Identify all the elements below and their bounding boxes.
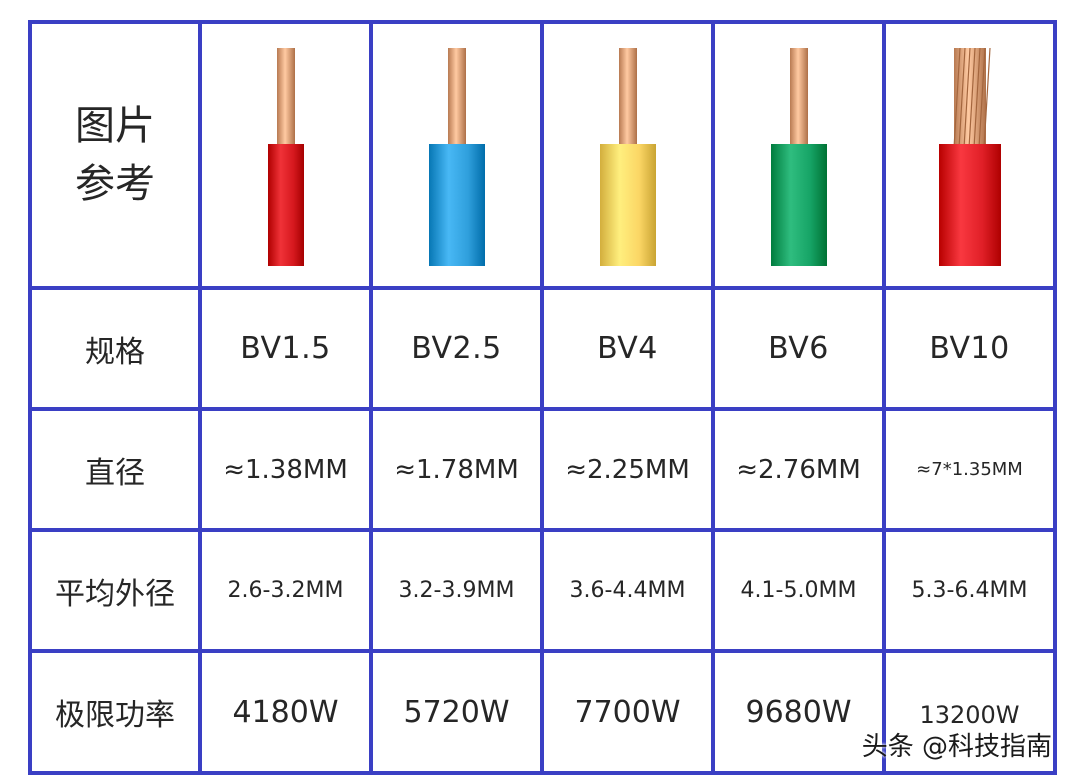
wire-image-bv10 (882, 20, 1057, 290)
spec-value: BV6 (711, 286, 886, 411)
spec-label: 规格 (28, 286, 202, 411)
diameter-value: ≈2.76MM (711, 407, 886, 532)
power-value: 9680W (711, 649, 886, 775)
outer-diameter-value: 5.3-6.4MM (882, 528, 1057, 653)
diameter-value: ≈7*1.35MM (882, 407, 1057, 532)
copper-core-icon (447, 48, 466, 148)
insulation-icon (428, 144, 485, 266)
image-ref-header: 图片 参考 (28, 20, 202, 290)
copper-core-icon (789, 48, 808, 148)
wire-image-bv2-5 (369, 20, 544, 290)
outer-diameter-value: 3.2-3.9MM (369, 528, 544, 653)
power-value: 7700W (540, 649, 715, 775)
wire-icon (599, 48, 656, 266)
image-ref-header-line2: 参考 (75, 161, 155, 207)
spec-row: 规格 BV1.5 BV2.5 BV4 BV6 BV10 (28, 286, 1057, 411)
outer-diameter-label: 平均外径 (28, 528, 202, 653)
diameter-value: ≈1.38MM (198, 407, 373, 532)
power-value: 4180W (198, 649, 373, 775)
wire-image-bv6 (711, 20, 886, 290)
diameter-row: 直径 ≈1.38MM ≈1.78MM ≈2.25MM ≈2.76MM ≈7*1.… (28, 407, 1057, 532)
wire-icon (267, 48, 304, 266)
spec-value: BV10 (882, 286, 1057, 411)
insulation-icon (599, 144, 656, 266)
insulation-icon (770, 144, 827, 266)
wire-image-bv1-5 (198, 20, 373, 290)
diameter-value: ≈2.25MM (540, 407, 715, 532)
wire-spec-table: 图片 参考 规格 BV1.5 BV2.5 BV4 BV6 BV10 直径 ≈1.… (28, 20, 1057, 775)
outer-diameter-row: 平均外径 2.6-3.2MM 3.2-3.9MM 3.6-4.4MM 4.1-5… (28, 528, 1057, 653)
wire-image-bv4 (540, 20, 715, 290)
copper-core-icon (618, 48, 637, 148)
diameter-label: 直径 (28, 407, 202, 532)
wire-icon (428, 48, 485, 266)
outer-diameter-value: 4.1-5.0MM (711, 528, 886, 653)
insulation-icon (938, 144, 1001, 266)
power-label: 极限功率 (28, 649, 202, 775)
diameter-value: ≈1.78MM (369, 407, 544, 532)
power-value: 5720W (369, 649, 544, 775)
image-row: 图片 参考 (28, 20, 1057, 290)
wire-icon (938, 47, 1001, 266)
spec-value: BV4 (540, 286, 715, 411)
outer-diameter-value: 3.6-4.4MM (540, 528, 715, 653)
image-ref-header-line1: 图片 (75, 103, 155, 149)
outer-diameter-value: 2.6-3.2MM (198, 528, 373, 653)
power-row: 极限功率 4180W 5720W 7700W 9680W 13200W (28, 649, 1057, 775)
spec-value: BV1.5 (198, 286, 373, 411)
wire-icon (770, 48, 827, 266)
power-value: 13200W (882, 649, 1057, 775)
insulation-icon (267, 144, 304, 266)
watermark: 头条 @科技指南 (861, 732, 1052, 762)
spec-value: BV2.5 (369, 286, 544, 411)
copper-core-icon (276, 48, 295, 148)
